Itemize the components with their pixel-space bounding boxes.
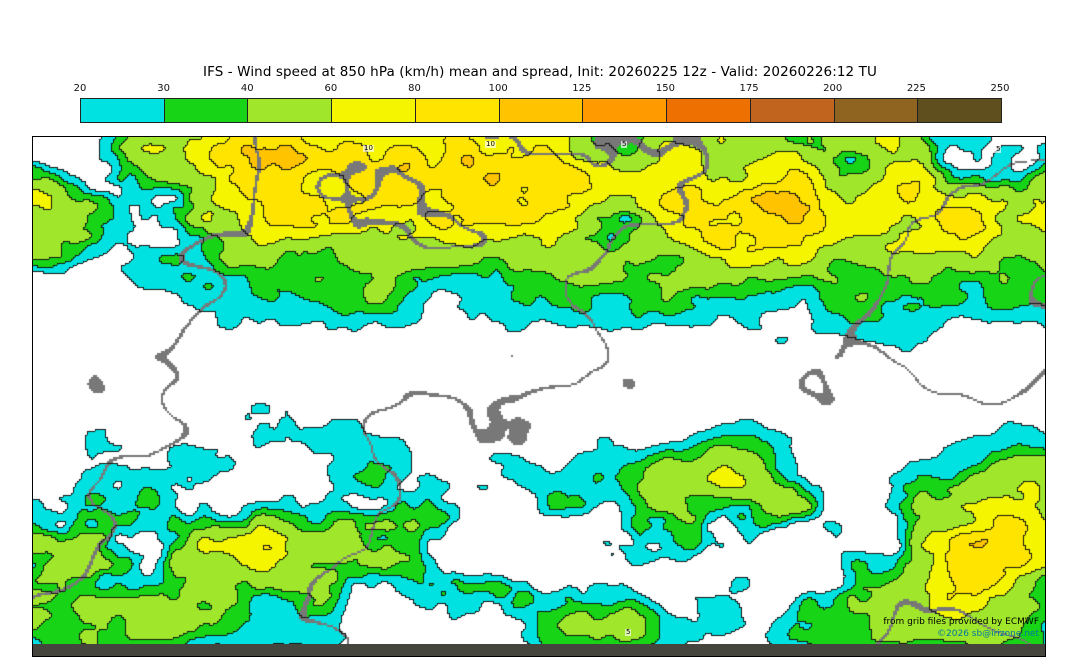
wind-map: 10 10 5 5 5 from grib files provided by …	[32, 136, 1046, 657]
map-bottom-strip	[33, 644, 1045, 656]
attribution-source: from grib files provided by ECMWF	[883, 617, 1039, 627]
colorbar-tick-label: 125	[572, 83, 592, 94]
wind-map-canvas	[33, 137, 1045, 644]
colorbar-segment	[81, 99, 164, 122]
colorbar-tick-label: 80	[408, 83, 421, 94]
attribution-copyright: ©2026 sb@irizone.net	[937, 629, 1039, 639]
spread-contour-label: 5	[625, 628, 632, 636]
colorbar-segment	[917, 99, 1002, 122]
colorbar-segment	[666, 99, 750, 122]
spread-contour-label: 5	[995, 145, 1002, 153]
spread-contour-label: 5	[621, 140, 628, 148]
colorbar-tick-label: 60	[324, 83, 338, 94]
colorbar-segment	[331, 99, 415, 122]
colorbar-tick-label: 150	[655, 83, 675, 94]
colorbar-segment	[247, 99, 332, 122]
colorbar-segment	[163, 99, 248, 122]
colorbar-tick-label: 200	[823, 83, 843, 94]
colorbar-ticks: 20 30 40 60 80 100 125 150 175 200 225 250	[74, 83, 1010, 96]
colorbar-segment	[749, 99, 834, 122]
colorbar-tick-label: 175	[739, 83, 759, 94]
colorbar-segment	[582, 99, 667, 122]
attribution: from grib files provided by ECMWF ©2026 …	[883, 616, 1039, 640]
colorbar-tick-label: 225	[906, 83, 926, 94]
chart-title: IFS - Wind speed at 850 hPa (km/h) mean …	[203, 64, 877, 80]
colorbar-tick-label: 250	[990, 83, 1010, 94]
colorbar-tick-label: 30	[157, 83, 170, 94]
colorbar-segment	[498, 99, 583, 122]
colorbar-tick-label: 40	[240, 83, 254, 94]
spread-contour-label: 10	[363, 144, 374, 152]
colorbar-segment	[414, 99, 499, 122]
colorbar-segment	[833, 99, 918, 122]
colorbar-tick-label: 100	[488, 83, 508, 94]
spread-contour-label: 10	[485, 140, 496, 148]
colorbar-tick-label: 20	[73, 83, 87, 94]
colorbar-bar	[80, 98, 1002, 123]
